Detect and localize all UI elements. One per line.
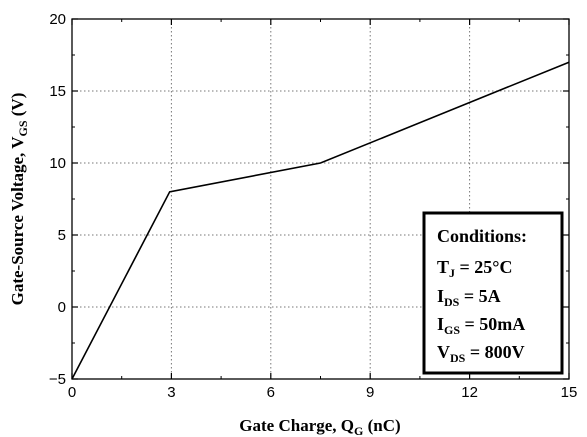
x-tick-labels: 0 3 6 9 12 15 <box>68 384 578 401</box>
axis-ticks <box>71 18 570 380</box>
y-tick-label-2: 5 <box>58 227 66 244</box>
x-tick-label-5: 15 <box>561 384 578 401</box>
y-tick-label-3: 10 <box>49 155 66 172</box>
y-tick-labels: −5 0 5 10 15 20 <box>49 11 66 388</box>
y-tick-label-0: −5 <box>49 371 66 388</box>
x-tick-label-2: 6 <box>267 384 275 401</box>
x-tick-label-0: 0 <box>68 384 76 401</box>
condition-igs: IGS = 50mA <box>437 314 525 337</box>
y-tick-label-4: 15 <box>49 83 66 100</box>
x-tick-label-1: 3 <box>167 384 175 401</box>
condition-vds: VDS = 800V <box>437 342 525 365</box>
condition-ids: IDS = 5A <box>437 286 501 309</box>
x-tick-label-3: 9 <box>366 384 374 401</box>
y-axis-label: Gate-Source Voltage, VGS (V) <box>8 93 30 306</box>
x-axis-label: Gate Charge, QG (nC) <box>239 416 400 437</box>
condition-tj: TJ = 25°C <box>437 257 512 280</box>
y-tick-label-1: 0 <box>58 299 66 316</box>
series-line <box>71 61 570 380</box>
x-tick-label-4: 12 <box>461 384 478 401</box>
conditions-title: Conditions: <box>437 226 527 246</box>
y-tick-label-5: 20 <box>49 11 66 28</box>
conditions-box: Conditions: TJ = 25°C IDS = 5A IGS = 50m… <box>422 211 564 375</box>
